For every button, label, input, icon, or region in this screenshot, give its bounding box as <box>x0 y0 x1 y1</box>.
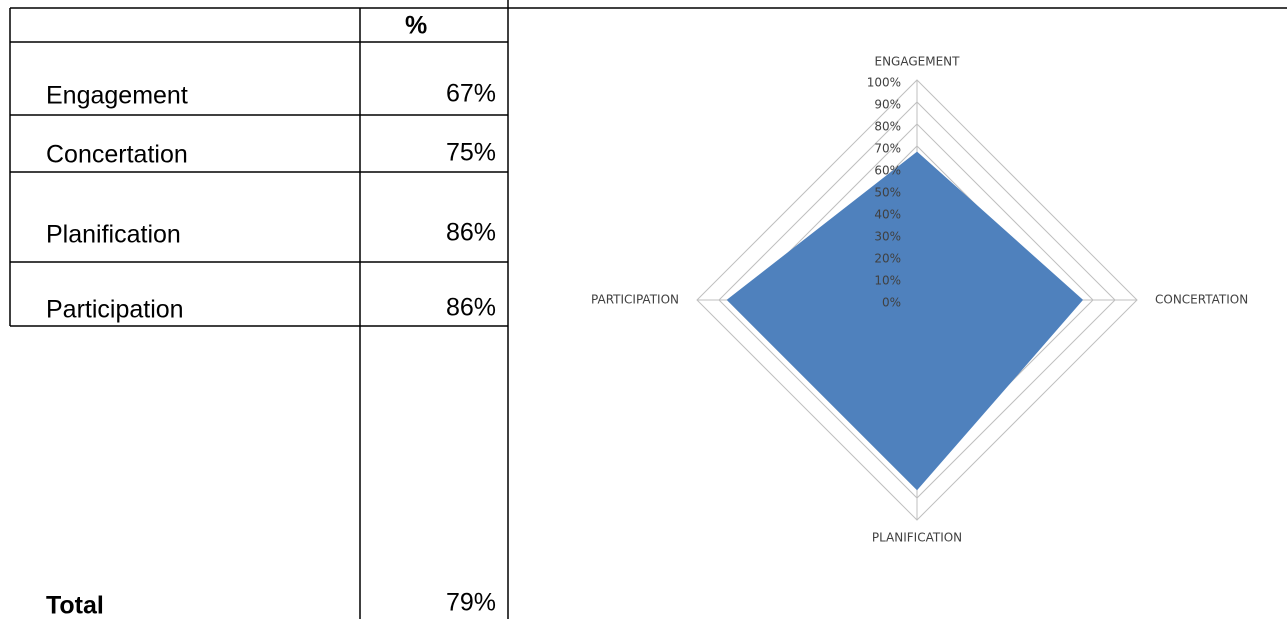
row-label: Concertation <box>46 141 188 169</box>
header-cell: % <box>405 12 427 40</box>
radar-chart: ENGAGEMENT CONCERTATION PLANIFICATION PARTI… <box>591 55 1248 545</box>
r-tick-label: 70% <box>874 142 901 156</box>
r-tick-label: 10% <box>874 274 901 288</box>
row-value: 75% <box>446 139 496 167</box>
r-tick-label: 60% <box>874 164 901 178</box>
total-label: Total <box>46 592 104 619</box>
axis-label: PLANIFICATION <box>872 531 962 545</box>
row-value: 86% <box>446 219 496 247</box>
axis-label: CONCERTATION <box>1155 293 1248 307</box>
r-tick-label: 30% <box>874 230 901 244</box>
axis-label: ENGAGEMENT <box>875 55 961 69</box>
r-tick-label: 90% <box>874 98 901 112</box>
data-area <box>726 151 1084 491</box>
r-tick-label: 40% <box>874 208 901 222</box>
r-tick-label: 20% <box>874 252 901 266</box>
r-tick-label: 50% <box>874 186 901 200</box>
row-label: Planification <box>46 221 181 249</box>
row-label: Engagement <box>46 82 188 110</box>
row-value: 67% <box>446 80 496 108</box>
row-label: Participation <box>46 296 184 324</box>
r-tick-label: 100% <box>867 76 901 90</box>
total-value: 79% <box>446 589 496 617</box>
axis-label: PARTICIPATION <box>591 293 679 307</box>
table-lines <box>9 0 1287 619</box>
row-value: 86% <box>446 294 496 322</box>
r-tick-label: 0% <box>882 296 901 310</box>
r-tick-label: 80% <box>874 120 901 134</box>
